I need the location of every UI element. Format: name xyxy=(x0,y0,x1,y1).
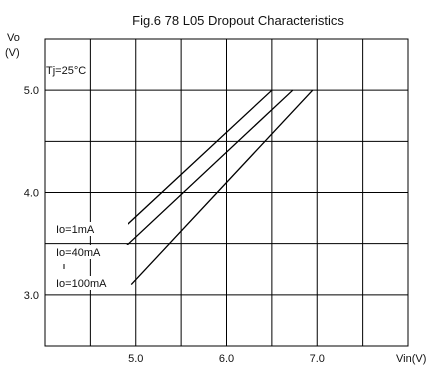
series-line-2 xyxy=(121,89,294,251)
series-line-1 xyxy=(121,89,273,230)
series-lines xyxy=(121,89,314,286)
series-line-3 xyxy=(130,89,314,286)
series-label-background xyxy=(52,222,128,236)
x-tick-label: 6.0 xyxy=(219,353,234,365)
temperature-annotation: Tj=25°C xyxy=(46,65,86,77)
series-label-2: Io=40mA xyxy=(56,247,101,259)
x-tick-label: 7.0 xyxy=(310,353,325,365)
series-labels: Io=1mA Io=40mA Io=100mA xyxy=(52,222,128,290)
grid xyxy=(45,39,408,346)
series-label-1: Io=1mA xyxy=(56,224,95,236)
series-label-background xyxy=(52,276,128,290)
y-axis-label-vo: Vo xyxy=(7,32,20,44)
series-label-background xyxy=(52,245,128,259)
y-tick-label: 5.0 xyxy=(24,85,39,97)
x-axis-label: Vin(V) xyxy=(396,353,426,365)
y-tick-labels: 3.0 4.0 5.0 xyxy=(24,85,39,302)
chart-title: Fig.6 78 L05 Dropout Characteristics xyxy=(132,13,344,28)
y-tick-label: 4.0 xyxy=(24,188,39,200)
y-axis-label-unit: (V) xyxy=(5,47,20,59)
series-label-3: Io=100mA xyxy=(56,278,107,290)
plot-frame xyxy=(44,38,409,347)
y-tick-label: 3.0 xyxy=(24,290,39,302)
plot-border xyxy=(44,38,409,347)
x-tick-labels: 5.0 6.0 7.0 xyxy=(128,353,325,365)
x-tick-label: 5.0 xyxy=(128,353,143,365)
